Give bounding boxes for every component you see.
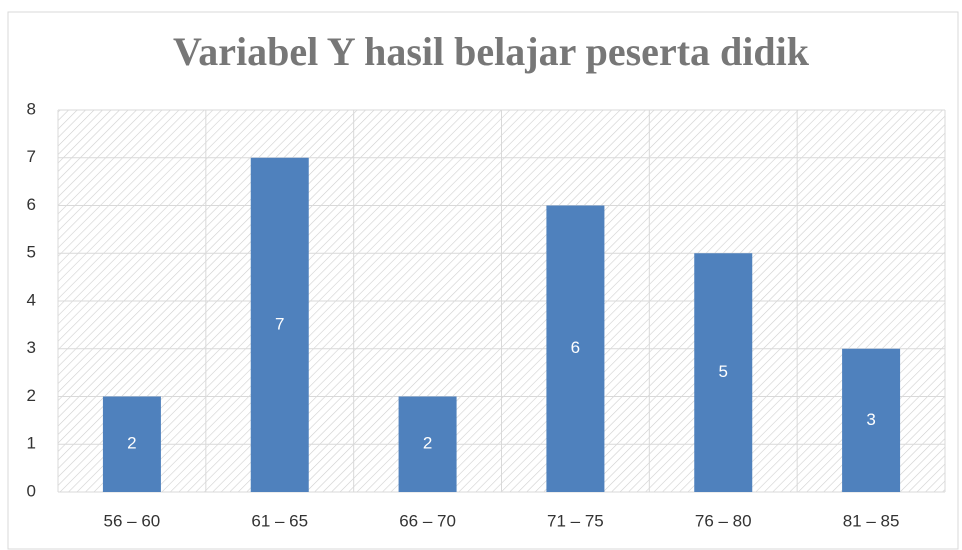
x-tick-label: 76 – 80 <box>695 511 752 530</box>
x-tick-label: 81 – 85 <box>843 511 900 530</box>
y-tick-label: 7 <box>27 147 36 166</box>
x-tick-label: 56 – 60 <box>104 511 161 530</box>
bar <box>250 157 309 492</box>
y-tick-label: 8 <box>27 99 36 118</box>
y-tick-label: 0 <box>27 481 36 500</box>
y-tick-label: 2 <box>27 386 36 405</box>
y-tick-label: 5 <box>27 243 36 262</box>
bar <box>546 205 605 492</box>
x-tick-label: 66 – 70 <box>399 511 456 530</box>
chart-title: Variabel Y hasil belajar peserta didik <box>173 29 810 74</box>
x-tick-label: 71 – 75 <box>547 511 604 530</box>
bar <box>694 253 753 492</box>
bar <box>102 396 161 492</box>
data-label: 2 <box>127 434 136 453</box>
data-label: 6 <box>571 338 580 357</box>
data-label: 3 <box>866 410 875 429</box>
bar <box>398 396 457 492</box>
y-tick-label: 6 <box>27 195 36 214</box>
bar <box>842 348 901 492</box>
y-tick-label: 4 <box>27 290 36 309</box>
y-tick-label: 3 <box>27 338 36 357</box>
x-tick-label: 61 – 65 <box>251 511 308 530</box>
data-label: 2 <box>423 434 432 453</box>
data-label: 7 <box>275 314 284 333</box>
data-label: 5 <box>719 362 728 381</box>
y-tick-label: 1 <box>27 434 36 453</box>
